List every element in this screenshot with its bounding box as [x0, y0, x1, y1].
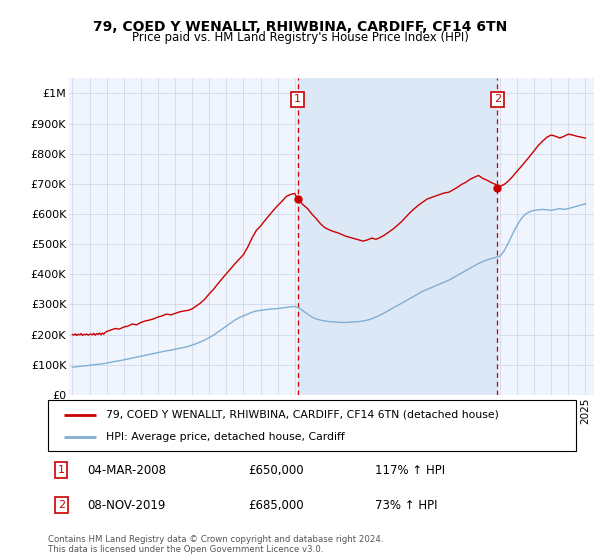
Text: 1: 1 — [294, 95, 301, 105]
Text: 1: 1 — [58, 465, 65, 475]
Text: 04-MAR-2008: 04-MAR-2008 — [88, 464, 167, 477]
Text: Contains HM Land Registry data © Crown copyright and database right 2024.
This d: Contains HM Land Registry data © Crown c… — [48, 535, 383, 554]
Text: 79, COED Y WENALLT, RHIWBINA, CARDIFF, CF14 6TN: 79, COED Y WENALLT, RHIWBINA, CARDIFF, C… — [93, 20, 507, 34]
Text: HPI: Average price, detached house, Cardiff: HPI: Average price, detached house, Card… — [106, 432, 345, 442]
Text: Price paid vs. HM Land Registry's House Price Index (HPI): Price paid vs. HM Land Registry's House … — [131, 31, 469, 44]
Text: 08-NOV-2019: 08-NOV-2019 — [88, 498, 166, 511]
Bar — [298, 78, 497, 395]
Text: £650,000: £650,000 — [248, 464, 304, 477]
Text: £685,000: £685,000 — [248, 498, 304, 511]
Text: 79, COED Y WENALLT, RHIWBINA, CARDIFF, CF14 6TN (detached house): 79, COED Y WENALLT, RHIWBINA, CARDIFF, C… — [106, 409, 499, 419]
FancyBboxPatch shape — [48, 400, 576, 451]
Text: 73% ↑ HPI: 73% ↑ HPI — [376, 498, 438, 511]
Text: 117% ↑ HPI: 117% ↑ HPI — [376, 464, 445, 477]
Text: 2: 2 — [58, 500, 65, 510]
Text: 2: 2 — [494, 95, 501, 105]
